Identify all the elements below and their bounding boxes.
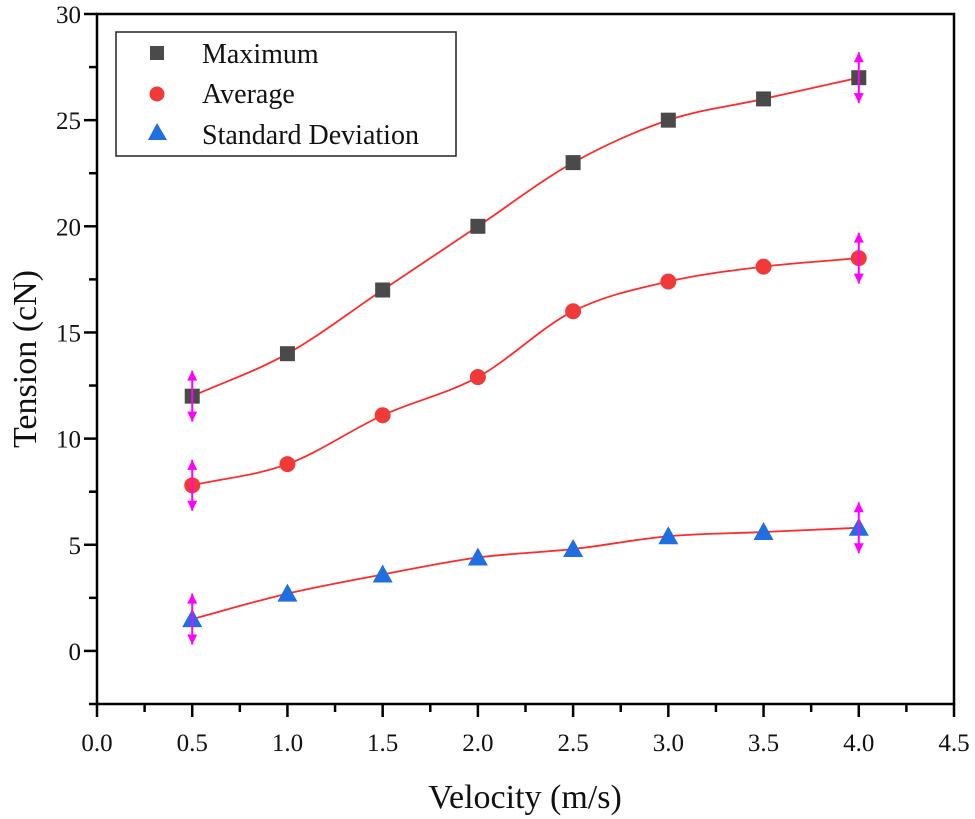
point-average <box>660 273 677 290</box>
y-tick-label: 10 <box>56 427 81 454</box>
point-maximum <box>470 218 486 234</box>
x-tick-label: 4.0 <box>843 730 874 757</box>
point-average <box>279 456 296 473</box>
point-maximum <box>660 112 676 128</box>
legend-marker-maximum <box>150 46 164 60</box>
x-tick-label: 3.5 <box>748 730 779 757</box>
fit-line-standard-deviation <box>191 526 859 620</box>
legend: Maximum Average Standard Deviation <box>115 31 457 157</box>
legend-label-maximum: Maximum <box>202 39 319 70</box>
y-tick-label: 30 <box>56 2 81 29</box>
point-average <box>755 258 772 275</box>
point-average <box>374 407 391 424</box>
y-tick-label: 0 <box>69 639 82 666</box>
point-standard-deviation <box>277 583 298 602</box>
point-standard-deviation <box>753 522 774 541</box>
error-bar-arrow-up <box>853 232 864 243</box>
error-bar-arrow-down <box>187 500 198 511</box>
x-axis-title: Velocity (m/s) <box>428 779 622 816</box>
legend-label-standard-deviation: Standard Deviation <box>202 120 419 151</box>
error-bar-arrow-up <box>853 502 864 513</box>
x-tick-label: 0.0 <box>81 730 112 757</box>
x-tick-label: 1.5 <box>367 730 398 757</box>
y-tick-label: 15 <box>56 320 81 347</box>
y-tick-label: 5 <box>69 533 82 560</box>
point-maximum <box>756 91 772 107</box>
y-tick-label: 20 <box>56 214 81 241</box>
y-tick-label: 25 <box>56 108 81 135</box>
x-tick-label: 1.0 <box>272 730 303 757</box>
error-bar-arrow-down <box>853 93 864 104</box>
x-axis-ticks: 0.0 0.5 1.0 1.5 2.0 2.5 3.0 3.5 4.0 4.5 <box>81 704 970 757</box>
point-maximum <box>565 155 581 171</box>
point-maximum <box>375 282 391 298</box>
error-bar-arrow-up <box>853 52 864 63</box>
point-average <box>469 369 486 386</box>
point-standard-deviation <box>372 564 393 583</box>
error-bar-arrow-up <box>187 459 198 470</box>
point-standard-deviation <box>563 539 584 558</box>
legend-marker-standard-deviation <box>148 123 167 140</box>
x-tick-label: 2.5 <box>557 730 588 757</box>
y-axis-ticks: 0 5 10 15 20 25 30 <box>56 2 97 706</box>
error-bars <box>187 52 864 645</box>
point-standard-deviation <box>467 547 488 566</box>
x-tick-label: 4.5 <box>938 730 969 757</box>
error-bar-arrow-up <box>187 593 198 604</box>
legend-box <box>115 31 457 157</box>
legend-marker-average <box>149 86 165 102</box>
error-bar-arrow-down <box>187 634 198 645</box>
error-bar-arrow-down <box>853 543 864 554</box>
data-points <box>182 70 869 628</box>
point-maximum <box>279 346 295 362</box>
point-standard-deviation <box>658 526 679 545</box>
point-average <box>565 303 582 320</box>
y-axis-title: Tension (cN) <box>7 270 44 448</box>
legend-label-average: Average <box>202 79 295 110</box>
error-bar-arrow-up <box>187 370 198 381</box>
error-bar-arrow-down <box>187 411 198 422</box>
fit-line-average <box>192 257 859 487</box>
x-tick-label: 3.0 <box>653 730 684 757</box>
x-tick-label: 2.0 <box>462 730 493 757</box>
error-bar-arrow-down <box>853 273 864 284</box>
x-tick-label: 0.5 <box>177 730 208 757</box>
